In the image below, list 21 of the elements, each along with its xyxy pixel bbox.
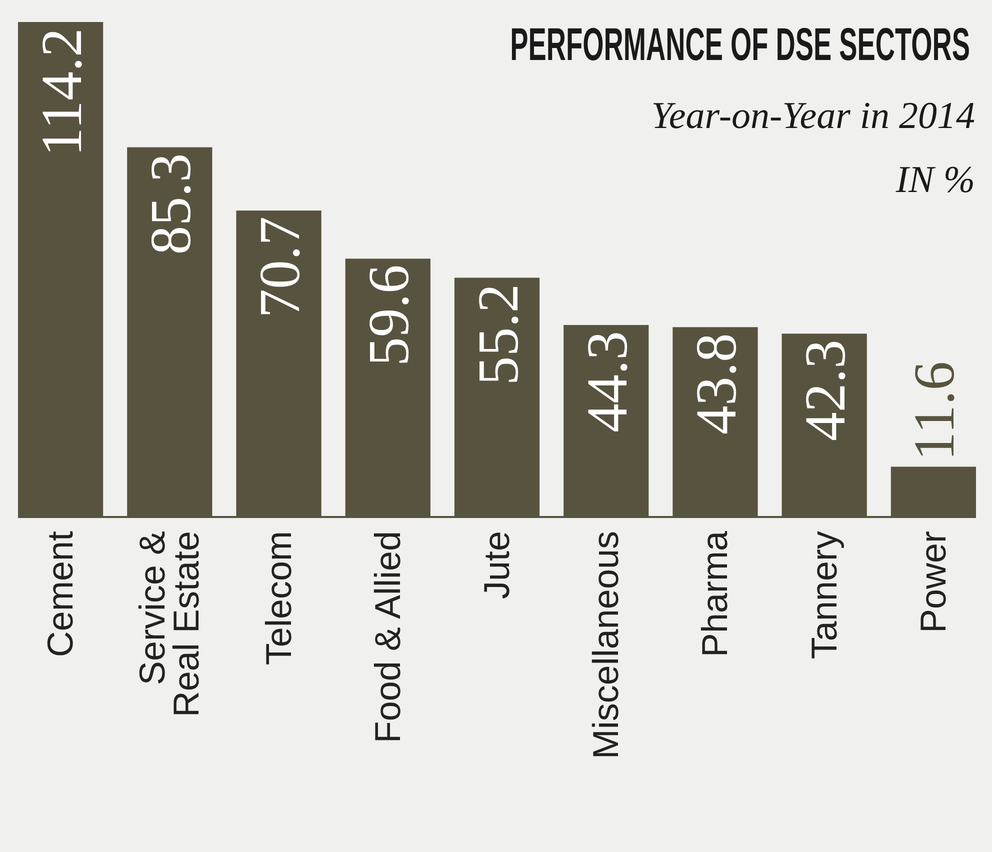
text: Year-on-Year in 2014 bbox=[651, 95, 975, 137]
data-label: 11.6 bbox=[902, 361, 967, 461]
x-tick-label: Tannery bbox=[803, 531, 844, 660]
data-label: 43.8 bbox=[684, 333, 749, 435]
y-axis-title: IN % bbox=[894, 159, 975, 201]
x-tick-label: Telecom bbox=[258, 531, 299, 666]
x-tick-label: Miscellaneous bbox=[585, 531, 626, 760]
x-tick-label: Power bbox=[912, 530, 954, 634]
x-tick-label: Service & Real Estate bbox=[132, 531, 207, 718]
x-tick-label: Food & Allied bbox=[366, 531, 408, 744]
chart-title: PERFORMANCE OF DSE SECTORS bbox=[510, 20, 970, 71]
data-label: 55.2 bbox=[465, 284, 530, 386]
data-label: 44.3 bbox=[574, 330, 640, 432]
data-label: 59.6 bbox=[356, 264, 422, 366]
data-label: 70.7 bbox=[247, 216, 312, 318]
x-tick-label: Pharma bbox=[694, 530, 736, 658]
x-tick-label: Jute bbox=[476, 531, 517, 600]
data-label: 114.2 bbox=[28, 28, 94, 156]
data-label: 85.3 bbox=[138, 153, 203, 255]
x-tick-label: Cement bbox=[40, 531, 81, 658]
data-label: 42.3 bbox=[792, 340, 858, 442]
